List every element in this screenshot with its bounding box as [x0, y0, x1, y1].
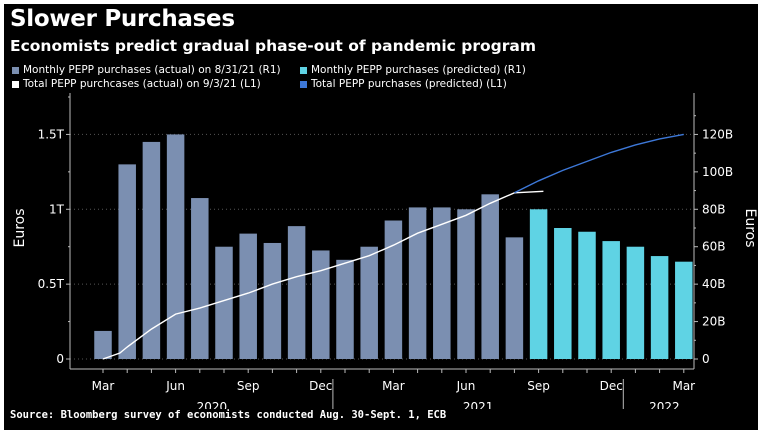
bar-predicted [529, 209, 548, 359]
bar-actual [433, 207, 451, 359]
bar-actual [94, 330, 112, 359]
bar-predicted [554, 228, 572, 359]
x-tick-label: Sep [237, 379, 260, 393]
right-tick-label: 40B [702, 277, 726, 291]
x-tick-label: Jun [456, 379, 476, 393]
legend-swatch [300, 80, 307, 88]
legend-item-actual-monthly: Monthly PEPP purchases (actual) on 8/31/… [12, 64, 281, 76]
left-tick-label: 1.5T [38, 127, 65, 141]
right-tick-label: 60B [702, 240, 726, 254]
x-tick-label: Sep [527, 379, 550, 393]
legend-label: Total PEPP purchases (predicted) (L1) [311, 78, 507, 90]
left-tick-label: 0 [56, 352, 64, 366]
x-tick-label: Mar [92, 379, 115, 393]
legend-label: Monthly PEPP purchases (actual) on 8/31/… [23, 64, 281, 76]
bar-actual [312, 250, 330, 359]
bar-actual [505, 237, 524, 359]
right-tick-label: 100B [702, 165, 733, 179]
right-tick-label: 0 [702, 352, 710, 366]
legend-item-predicted-total: Total PEPP purchases (predicted) (L1) [300, 78, 507, 90]
left-tick-label: 1T [49, 202, 65, 216]
legend-item-predicted-monthly: Monthly PEPP purchases (predicted) (R1) [300, 64, 526, 76]
line-total-actual [102, 190, 544, 360]
bar-predicted [578, 231, 596, 359]
line-total-predicted [514, 133, 684, 194]
legend-item-actual-total: Total PEPP purchcases (actual) on 9/3/21… [12, 78, 261, 90]
chart-source: Source: Bloomberg survey of economists c… [10, 409, 447, 421]
x-tick-label: Mar [382, 379, 405, 393]
bar-actual [457, 209, 475, 359]
chart-subtitle: Economists predict gradual phase-out of … [10, 37, 537, 55]
legend-swatch [300, 66, 307, 74]
chart-frame: Slower Purchases Economists predict grad… [4, 4, 758, 430]
right-tick-label: 80B [702, 202, 726, 216]
bar-actual [384, 220, 403, 359]
year-label: 2021 [463, 400, 494, 409]
bar-actual [360, 246, 378, 359]
right-tick-label: 20B [702, 315, 726, 329]
year-label: 2020 [197, 400, 228, 409]
right-axis-title: Euros [742, 208, 758, 247]
chart-plot: 0 0.5T 1T 1.5T 0 20B 40B 60B 80B 100B 120B Euros Eur… [12, 93, 758, 409]
right-tick-label: 120B [702, 127, 733, 141]
bar-actual [166, 134, 185, 359]
chart-title: Slower Purchases [10, 6, 235, 32]
legend-label: Total PEPP purchcases (actual) on 9/3/21… [23, 78, 261, 90]
bar-actual [142, 141, 161, 359]
left-tick-label: 0.5T [38, 277, 65, 291]
bar-actual [191, 198, 209, 359]
bar-predicted [602, 241, 620, 359]
bar-actual [118, 164, 136, 359]
bar-actual [215, 246, 233, 359]
bar-actual [336, 259, 354, 359]
bar-actual [239, 233, 257, 359]
x-tick-label: Dec [600, 379, 623, 393]
year-label: 2022 [649, 400, 680, 409]
bar-predicted [650, 256, 669, 359]
left-axis-title: Euros [12, 208, 28, 247]
bar-actual [481, 194, 499, 359]
legend-swatch [12, 80, 19, 88]
bar-predicted [675, 261, 693, 359]
bar-actual [263, 242, 282, 359]
x-tick-label: Jun [165, 379, 185, 393]
bar-actual [408, 207, 427, 359]
legend-label: Monthly PEPP purchases (predicted) (R1) [311, 64, 526, 76]
x-tick-label: Mar [672, 379, 695, 393]
legend-swatch [12, 66, 19, 74]
bar-actual [287, 226, 306, 359]
x-tick-label: Dec [309, 379, 332, 393]
bar-predicted [626, 246, 645, 359]
